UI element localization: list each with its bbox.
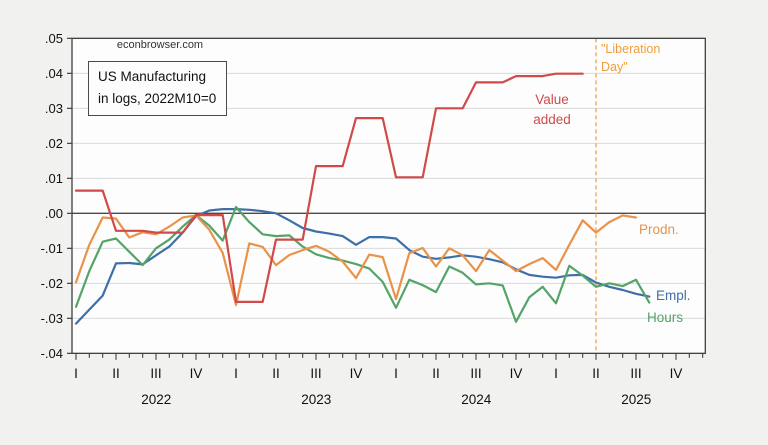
svg-text:2024: 2024 <box>461 392 492 407</box>
svg-text:III: III <box>630 366 641 381</box>
plot-frame <box>71 37 706 354</box>
svg-text:-.04: -.04 <box>41 346 63 361</box>
title-line-1: US Manufacturing <box>98 69 207 84</box>
svg-text:IV: IV <box>510 366 523 381</box>
svg-text:.02: .02 <box>45 136 63 151</box>
series-paths <box>74 72 651 325</box>
svg-text:II: II <box>432 366 440 381</box>
svg-text:III: III <box>150 366 161 381</box>
y-axis-labels: .05 .04 .03 .02 .01 .00 -.01 -.02 -.03 -.04 <box>41 31 63 361</box>
svg-text:IV: IV <box>670 366 683 381</box>
svg-text:2022: 2022 <box>141 392 171 407</box>
svg-text:.05: .05 <box>45 31 63 46</box>
svg-text:IV: IV <box>350 366 363 381</box>
liberation-day-line-2: Day" <box>601 60 628 75</box>
svg-text:I: I <box>394 366 398 381</box>
value-added-label: Value added <box>521 90 583 131</box>
x-year-labels: 2022 2023 2024 2025 <box>141 392 651 407</box>
svg-text:II: II <box>272 366 280 381</box>
value-added-line-2: added <box>533 112 571 128</box>
svg-text:IV: IV <box>190 366 203 381</box>
x-quarter-labels: I II III IV I II III IV I II III IV I II III IV <box>74 366 682 381</box>
svg-text:I: I <box>74 366 78 381</box>
svg-text:.04: .04 <box>45 66 63 81</box>
series-empl <box>74 208 651 325</box>
svg-text:I: I <box>234 366 238 381</box>
svg-text:.01: .01 <box>45 171 63 186</box>
svg-text:-.02: -.02 <box>41 276 63 291</box>
x-axis-ticks <box>75 353 704 360</box>
svg-text:-.03: -.03 <box>41 311 63 326</box>
svg-text:-.01: -.01 <box>41 241 63 256</box>
series-prodn <box>74 214 638 307</box>
empl-label: Empl. <box>656 288 691 303</box>
value-added-line-1: Value <box>535 92 569 107</box>
title-box: US Manufacturing in logs, 2022M10=0 <box>88 61 228 117</box>
title-line-2: in logs, 2022M10=0 <box>98 90 217 106</box>
svg-text:III: III <box>470 366 481 381</box>
svg-text:2025: 2025 <box>621 392 651 407</box>
svg-text:.03: .03 <box>45 101 63 116</box>
series-value-added <box>74 72 584 303</box>
svg-text:I: I <box>554 366 558 381</box>
svg-text:II: II <box>592 366 600 381</box>
liberation-day-line-1: "Liberation <box>601 42 661 56</box>
hours-label: Hours <box>647 310 684 325</box>
svg-text:III: III <box>310 366 321 381</box>
prodn-label: Prodn. <box>639 222 679 237</box>
svg-text:.00: .00 <box>45 206 63 221</box>
svg-text:2023: 2023 <box>301 392 331 407</box>
svg-text:II: II <box>112 366 120 381</box>
watermark: econbrowser.com <box>116 39 204 51</box>
liberation-day-label: "Liberation Day" <box>601 40 681 76</box>
